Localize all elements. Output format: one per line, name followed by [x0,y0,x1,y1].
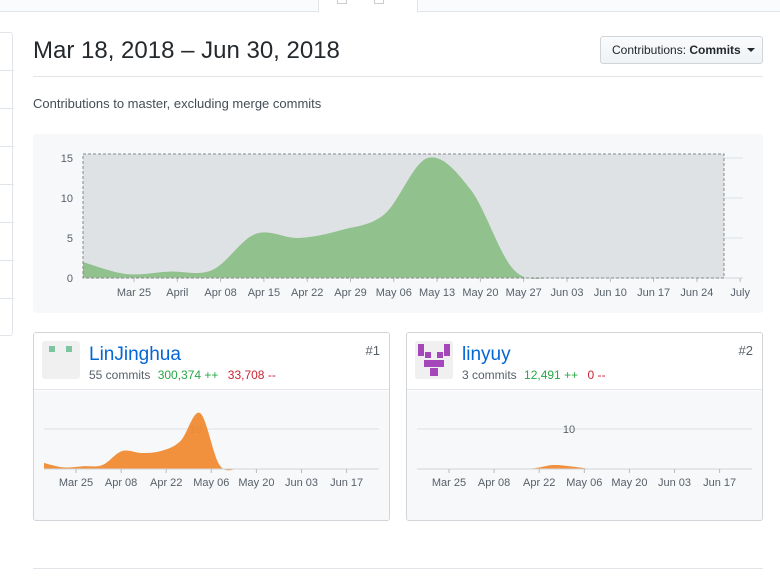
contributor-stats: 55 commits 300,374 ++ 33,708 -- [89,368,276,382]
x-tick-label: Jun 10 [594,287,627,299]
main-chart-svg: 0 5 10 15 Mar 25 April Apr 08 Apr 15 Apr 22 Apr 2… [61,153,751,299]
x-tick-label: Apr 22 [523,477,555,489]
contributor-chart: 10 Mar 25 Apr 08 Apr 22 May 06 May 20 Jun 03 Ju… [407,391,762,520]
x-tick-label: May 13 [419,287,455,299]
contributor-rank: #1 [365,343,380,358]
selection-outline [82,153,725,279]
x-tick-label: Jun 17 [703,477,736,489]
x-tick-label: Apr 08 [204,287,236,299]
y-tick-label: 15 [61,153,73,165]
contributor-card-1: LinJinghua 55 commits 300,374 ++ 33,708 … [33,332,390,521]
x-tick-label: Jun 03 [285,477,318,489]
contributor-username[interactable]: LinJinghua [89,344,181,365]
x-tick-label: Mar 25 [59,477,93,489]
contributor-stats: 3 commits 12,491 ++ 0 -- [462,368,605,382]
deletions-count: 33,708 -- [227,368,276,382]
date-range-title: Mar 18, 2018 – Jun 30, 2018 [33,37,340,64]
repo-tabs [0,0,780,13]
x-tick-label: May 06 [566,477,602,489]
y-tick-label: 5 [67,233,73,245]
x-tick-label: Jun 03 [550,287,583,299]
tab-icon [374,0,384,4]
additions-count: 300,374 ++ [157,368,219,382]
dropdown-label: Contributions: [612,43,687,57]
contributor-card-header: linyuy 3 commits 12,491 ++ 0 -- #2 [407,333,762,390]
x-tick-label: Apr 15 [248,287,280,299]
x-tick-label: Jun 03 [658,477,691,489]
x-tick-label: Jun 17 [637,287,670,299]
main-contributions-chart[interactable]: 0 5 10 15 Mar 25 April Apr 08 Apr 15 Apr 22 Apr 2… [33,134,763,313]
series-area [83,157,730,279]
y-tick-label: 10 [61,193,73,205]
avatar[interactable] [42,341,80,379]
x-tick-label: May 20 [238,477,274,489]
x-tick-label: Mar 25 [117,287,151,299]
series-area [44,412,317,471]
x-tick-label: Jun 17 [330,477,363,489]
x-tick-label: Apr 29 [334,287,366,299]
x-tick-label: Apr 08 [105,477,137,489]
contributor-card-2: linyuy 3 commits 12,491 ++ 0 -- #2 10 Mar… [406,332,763,521]
identicon-icon [49,346,72,352]
y-tick-label: 10 [563,424,575,436]
x-tick-label: Apr 22 [291,287,323,299]
x-tick-label: April [166,287,188,299]
caret-down-icon [747,48,756,52]
x-tick-label: May 20 [611,477,647,489]
contributor-rank: #2 [738,343,753,358]
deletions-count: 0 -- [587,368,606,382]
x-tick-label: May 06 [376,287,412,299]
series-area [417,464,690,470]
additions-count: 12,491 ++ [524,368,579,382]
contributor-chart-svg: 10 Mar 25 Apr 08 Apr 22 May 06 May 20 Jun 03 Ju… [417,424,752,489]
avatar[interactable] [415,341,453,379]
identicon-icon [418,344,450,376]
divider [33,568,763,569]
tab-icon [337,0,347,4]
contributions-dropdown[interactable]: Contributions: Commits [600,36,763,64]
dropdown-value: Commits [689,43,741,57]
contributor-username[interactable]: linyuy [462,344,511,365]
x-tick-label: Apr 08 [478,477,510,489]
tab-insights[interactable] [318,0,418,13]
y-tick-label: 0 [67,273,73,285]
insights-sidebar [0,32,14,336]
x-tick-label: May 27 [506,287,542,299]
contributors-header: Mar 18, 2018 – Jun 30, 2018 Contribution… [33,36,763,77]
x-tick-label: Mar 25 [432,477,466,489]
x-tick-label: July [730,287,750,299]
contributions-subtitle: Contributions to master, excluding merge… [33,96,322,111]
contributor-card-header: LinJinghua 55 commits 300,374 ++ 33,708 … [34,333,389,390]
x-tick-label: Jun 24 [680,287,713,299]
x-tick-label: May 20 [462,287,498,299]
commit-count[interactable]: 55 commits [89,368,151,382]
x-tick-label: Apr 22 [150,477,182,489]
x-tick-label: May 06 [193,477,229,489]
commit-count[interactable]: 3 commits [462,368,517,382]
